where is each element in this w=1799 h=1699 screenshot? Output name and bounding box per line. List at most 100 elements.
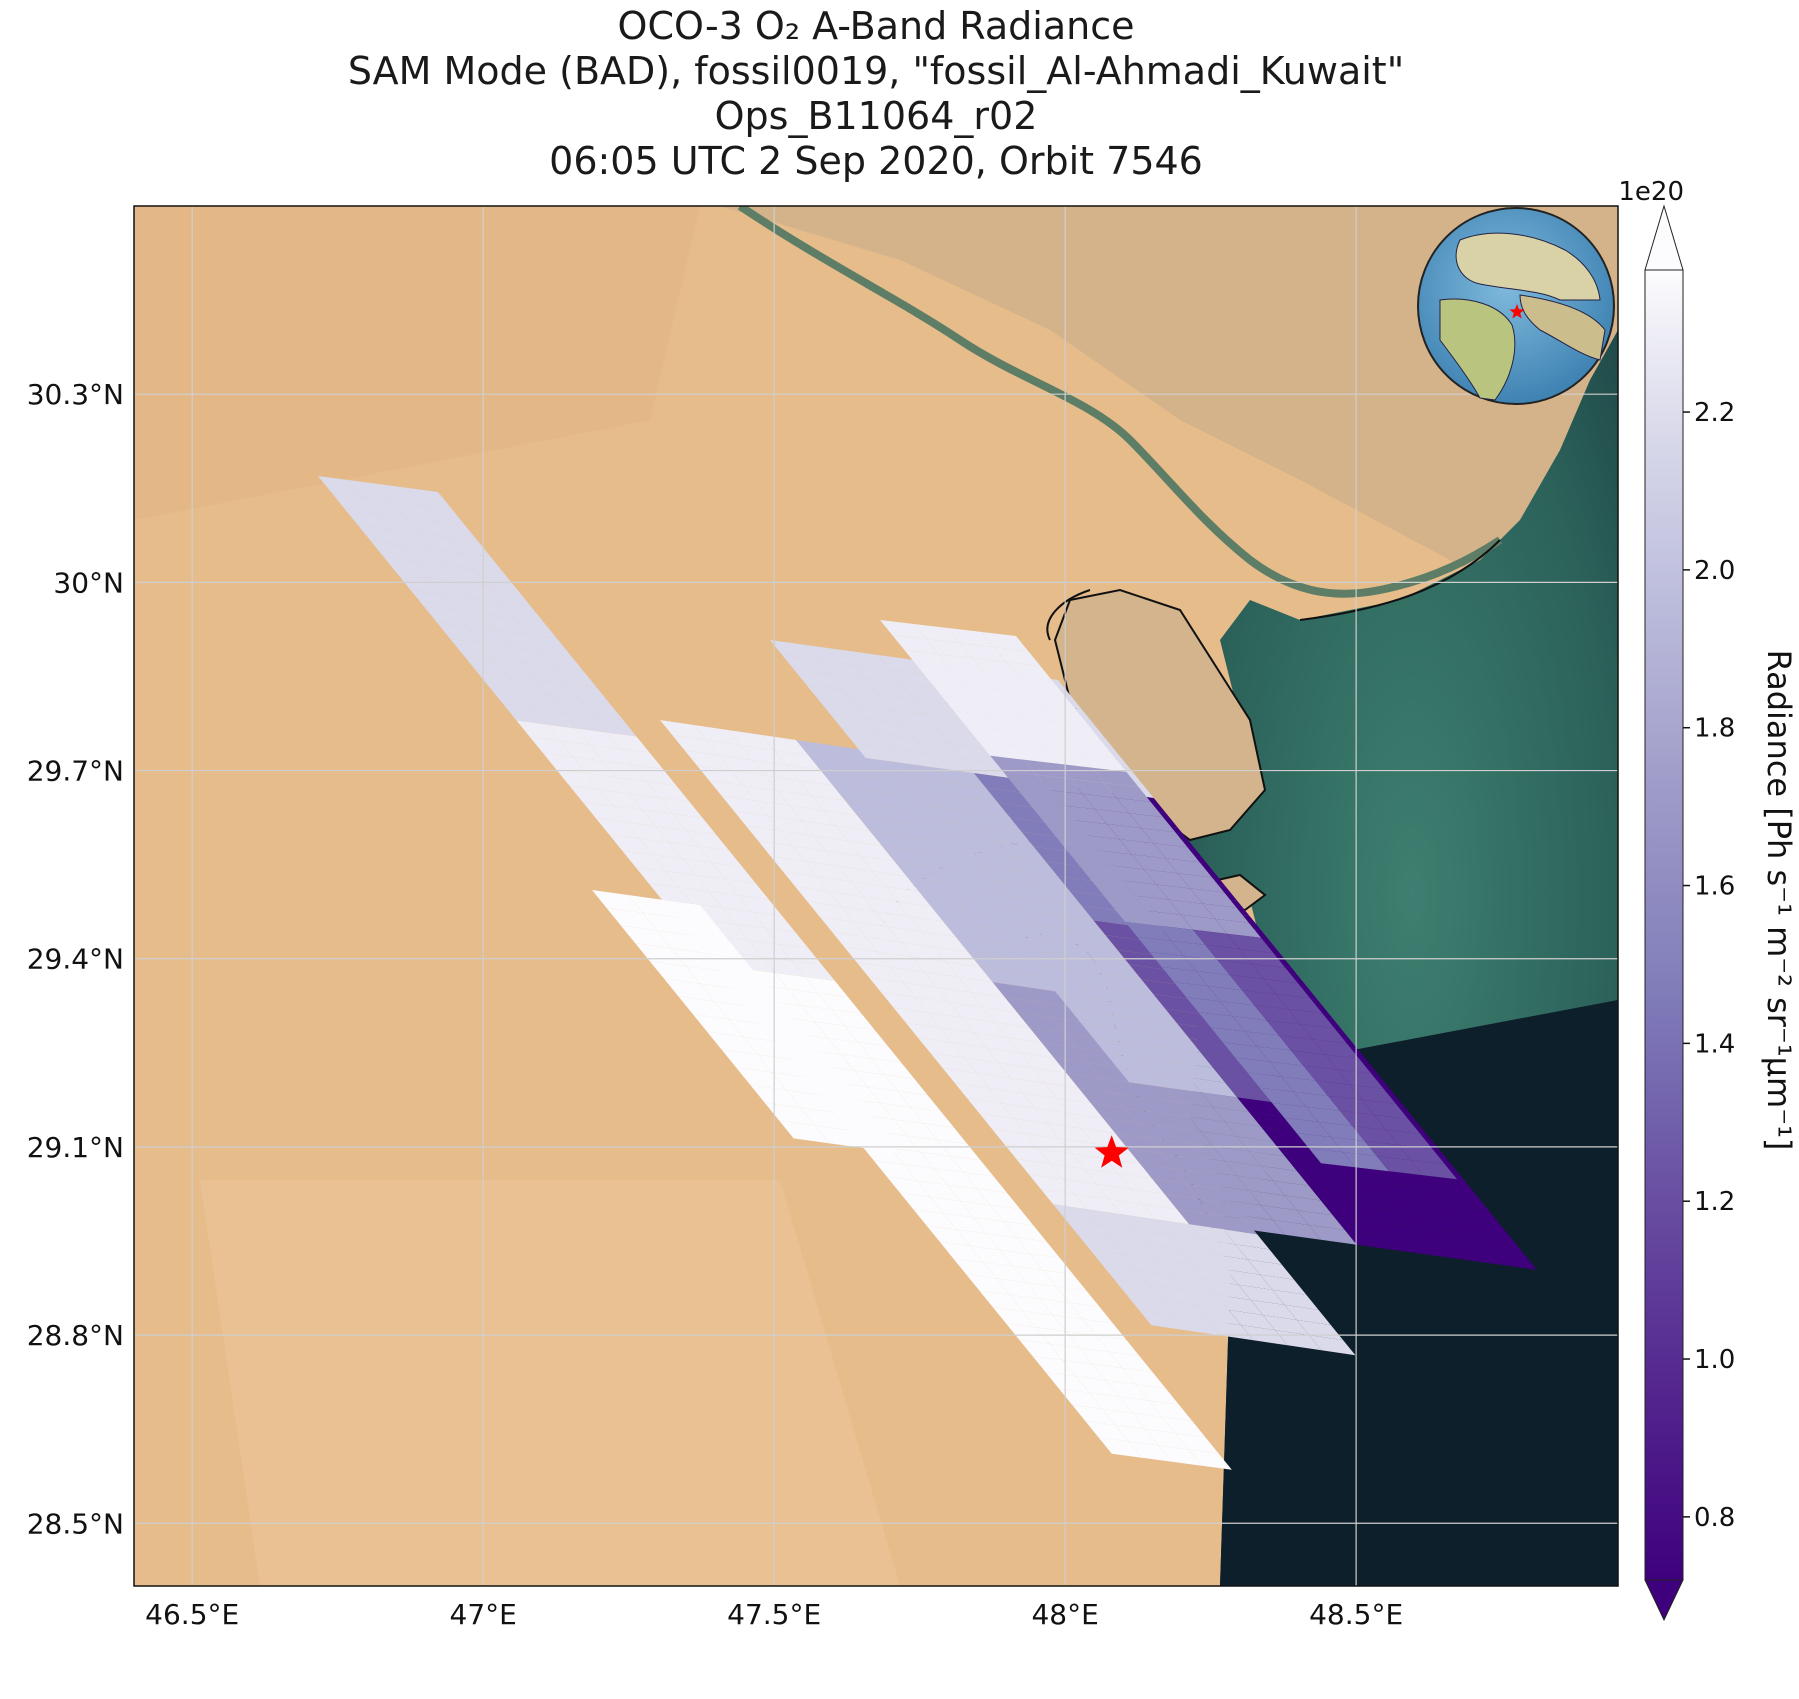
radiance-pixel [1021, 831, 1070, 852]
radiance-pixel [1039, 1298, 1083, 1320]
radiance-pixel [1198, 1012, 1245, 1032]
radiance-pixel [1093, 1038, 1142, 1058]
radiance-pixel [854, 775, 901, 796]
radiance-pixel [1174, 982, 1221, 1002]
radiance-pixel [1170, 1274, 1217, 1295]
radiance-pixel [788, 989, 832, 1010]
radiance-pixel [408, 488, 452, 509]
radiance-pixel [639, 838, 683, 859]
map-frame [133, 205, 1619, 1587]
radiance-pixel [586, 773, 630, 794]
radiance-pixel [841, 728, 890, 749]
radiance-pixel [1303, 1065, 1350, 1085]
radiance-pixel [987, 714, 1034, 734]
radiance-pixel [576, 728, 620, 749]
radiance-pixel [1153, 994, 1202, 1014]
radiance-pixel [961, 758, 1010, 778]
radiance-pixel [973, 812, 1022, 832]
radiance-pixel [1009, 934, 1058, 955]
radiance-pixel [1052, 1315, 1096, 1336]
colorbar: 0.8 1.0 1.2 1.4 1.6 1.8 2.0 2.2 1e20 Radiance [… [1618, 177, 1798, 1622]
radiance-pixel [470, 598, 514, 619]
radiance-pixel [1097, 850, 1144, 870]
radiance-pixel [841, 906, 888, 927]
radiance-pixel [1165, 1048, 1214, 1068]
radiance-pixel [926, 1225, 970, 1246]
radiance-pixel [646, 781, 690, 802]
radiance-pixel [599, 789, 643, 810]
radiance-pixel [949, 743, 998, 764]
radiance-pixel [1059, 1138, 1106, 1159]
colorbar-tick-label: 1.2 [1694, 1187, 1735, 1217]
radiance-pixel [1342, 1152, 1389, 1172]
radiance-pixel [868, 977, 916, 998]
radiance-pixel [497, 630, 541, 651]
radiance-pixel [942, 1068, 989, 1089]
radiance-pixel [1165, 858, 1212, 878]
radiance-pixel [1452, 1205, 1501, 1226]
radiance-pixel [743, 1036, 794, 1060]
radiance-pixel [818, 993, 862, 1014]
radiance-pixel [1118, 1173, 1165, 1194]
radiance-pixel [1029, 1253, 1074, 1275]
radiance-pixel [854, 1070, 898, 1091]
radiance-pixel [1089, 1249, 1137, 1270]
radiance-pixel [1001, 956, 1049, 977]
radiance-pixel [1056, 1286, 1100, 1307]
radiance-pixel [1016, 1237, 1060, 1258]
radiance-pixel [814, 1021, 858, 1043]
radiance-pixel [1165, 1008, 1214, 1029]
radiance-pixel [748, 940, 792, 961]
radiance-pixel [635, 867, 679, 888]
radiance-pixel [770, 856, 817, 877]
radiance-pixel [1228, 1310, 1276, 1331]
radiance-pixel [1224, 1161, 1273, 1181]
radiance-pixel [927, 1012, 974, 1033]
radiance-pixel [1148, 1284, 1195, 1306]
radiance-pixel [569, 785, 613, 806]
radiance-pixel [549, 695, 594, 717]
radiance-pixel [1069, 1008, 1118, 1029]
radiance-pixel [728, 730, 775, 751]
radiance-pixel [1102, 1264, 1149, 1285]
radiance-pixel [1087, 1062, 1135, 1083]
radiance-pixel [923, 1123, 968, 1144]
radiance-pixel [1033, 925, 1082, 945]
map-area[interactable]: Created 17 Sep 2024 Source: NASA/JPL-Cal… [134, 206, 1618, 1639]
radiance-pixel [1035, 1108, 1082, 1129]
radiance-pixel [904, 650, 951, 670]
lat-tick-label: 29.1°N [27, 1131, 124, 1164]
radiance-pixel [893, 1119, 938, 1140]
colorbar-tick-label: 2.0 [1694, 556, 1735, 586]
radiance-pixel [915, 850, 963, 872]
radiance-pixel [440, 594, 484, 615]
radiance-pixel [1148, 1400, 1193, 1421]
radiance-pixel [1010, 1078, 1057, 1099]
radiance-pixel [900, 1193, 944, 1214]
radiance-pixel [1117, 989, 1166, 1009]
radiance-pixel [973, 890, 1022, 911]
radiance-pixel [1035, 1327, 1080, 1348]
radiance-pixel [622, 850, 666, 872]
radiance-pixel [973, 1217, 1017, 1238]
radiance-pixel [916, 1180, 961, 1202]
radiance-pixel [820, 770, 867, 791]
gridlines [134, 206, 1618, 1586]
radiance-pixel [960, 1201, 1004, 1222]
radiance-pixel [1183, 955, 1230, 976]
radiance-pixel [813, 835, 861, 857]
radiance-pixel [851, 1130, 902, 1154]
radiance-pixel [1003, 1221, 1047, 1242]
radiance-pixel [672, 813, 716, 835]
radiance-pixel [901, 802, 950, 822]
radiance-pixel [1004, 997, 1052, 1018]
radiance-pixel [357, 524, 401, 546]
radiance-pixel [997, 920, 1046, 940]
radiance-pixel [1247, 1259, 1294, 1280]
radiance-pixel [1009, 817, 1058, 837]
radiance-pixel [1092, 1363, 1136, 1385]
radiance-pixel [1081, 1128, 1128, 1149]
target-star-marker[interactable] [1094, 1135, 1129, 1168]
axis-tick-labels: 46.5°E 47°E 47.5°E 48°E 48.5°E 30.3°N 30°N 29.7… [27, 378, 1403, 1631]
radiance-pixel [772, 1072, 823, 1096]
